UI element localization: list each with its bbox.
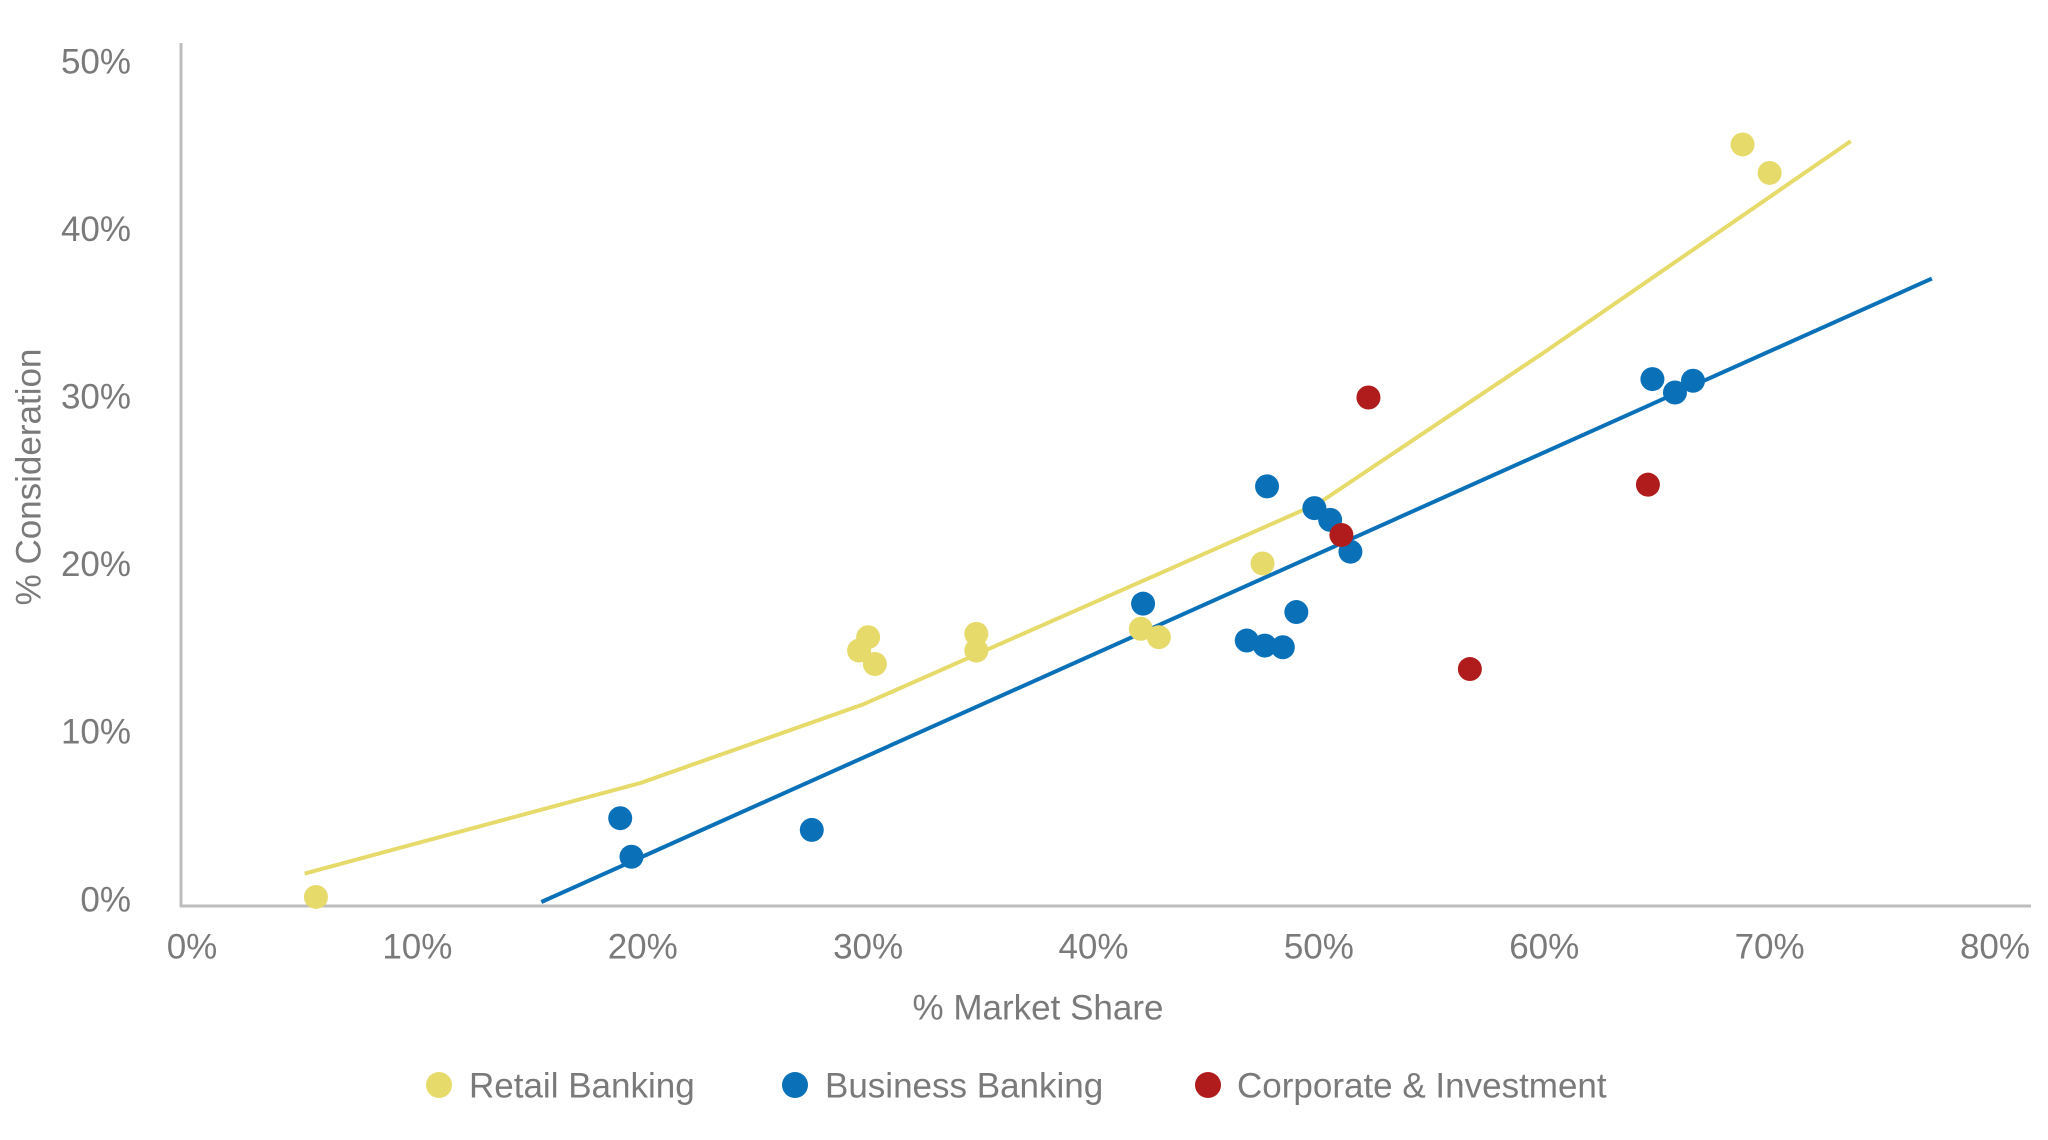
point	[1234, 628, 1259, 653]
point	[1329, 522, 1354, 547]
point	[1635, 472, 1660, 497]
point	[862, 652, 887, 677]
point	[964, 621, 989, 646]
legend-label: Retail Banking	[469, 1066, 695, 1105]
trend-line	[304, 139, 1852, 876]
y-axis-title: % Consideration	[9, 349, 48, 606]
x-tick-label: 30%	[833, 927, 903, 966]
point	[1680, 368, 1705, 393]
y-tick-label: 10%	[61, 713, 131, 752]
point	[799, 817, 824, 842]
point	[856, 625, 881, 650]
point	[1128, 616, 1153, 641]
legend-label: Corporate & Investment	[1237, 1066, 1607, 1105]
point	[1662, 380, 1687, 405]
legend-marker	[782, 1072, 808, 1098]
point	[1730, 132, 1755, 157]
x-tick-label: 20%	[608, 927, 678, 966]
x-tick-label: 60%	[1509, 927, 1579, 966]
legend-label: Business Banking	[825, 1066, 1103, 1105]
x-tick-label: 50%	[1284, 927, 1354, 966]
x-tick-label: 80%	[1960, 927, 2030, 966]
point	[1131, 591, 1156, 616]
y-tick-label: 40%	[61, 210, 131, 249]
point	[1284, 600, 1309, 625]
x-tick-label: 70%	[1735, 927, 1805, 966]
point	[1640, 367, 1665, 392]
point	[964, 638, 989, 663]
point	[1255, 474, 1280, 499]
point	[608, 806, 633, 831]
legend-marker	[1195, 1072, 1221, 1098]
y-tick-label: 30%	[61, 377, 131, 416]
point	[303, 884, 328, 909]
x-tick-label: 40%	[1058, 927, 1128, 966]
point	[1250, 551, 1275, 576]
point	[1252, 633, 1277, 658]
trend-line	[540, 276, 1933, 904]
point	[1146, 625, 1171, 650]
point	[619, 844, 644, 869]
point	[1356, 385, 1381, 410]
point	[1270, 635, 1295, 660]
point	[1757, 160, 1782, 185]
legend-marker	[426, 1072, 452, 1098]
point	[1457, 657, 1482, 682]
y-tick-label: 0%	[80, 880, 131, 919]
x-tick-label: 10%	[382, 927, 452, 966]
x-axis-title: % Market Share	[913, 988, 1164, 1027]
y-tick-label: 50%	[61, 42, 131, 81]
x-tick-label: 0%	[167, 927, 218, 966]
y-tick-label: 20%	[61, 545, 131, 584]
